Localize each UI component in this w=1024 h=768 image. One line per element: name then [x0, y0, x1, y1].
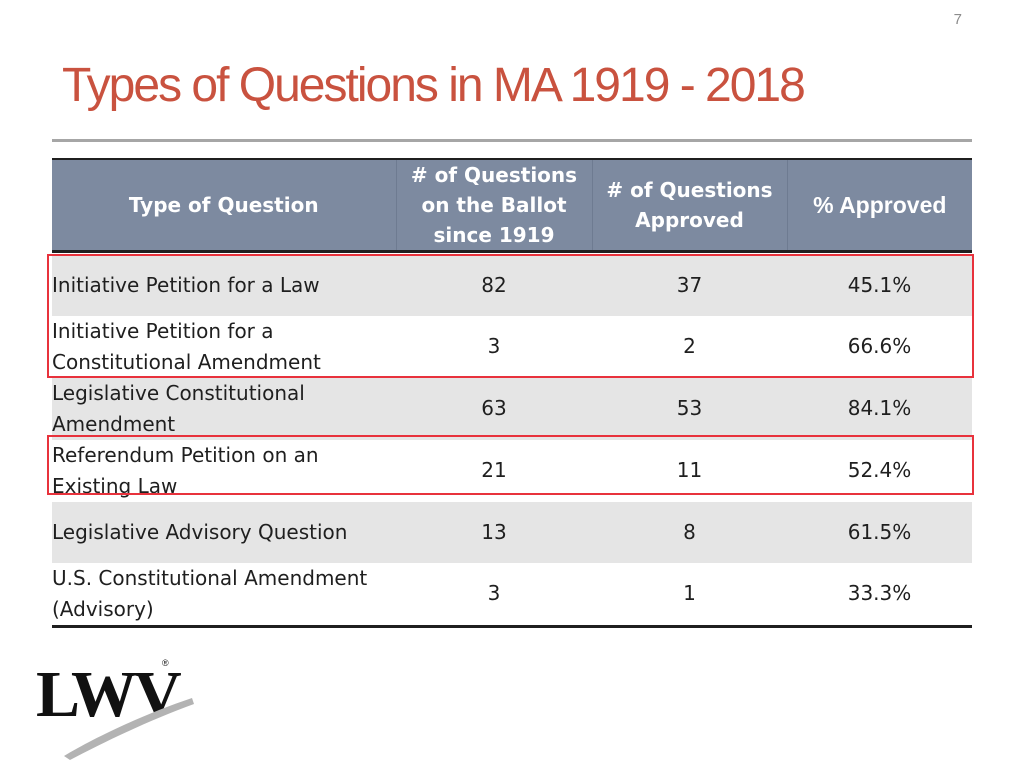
cell-percent: 45.1%	[847, 272, 912, 297]
cell-type: Initiative Petition for a Law	[52, 272, 320, 297]
cell-approved: 53	[676, 396, 703, 420]
lwv-logo: LWV ®	[36, 658, 194, 760]
table-row: Initiative Petition for a Constitutional…	[52, 315, 972, 378]
cell-percent: 52.4%	[847, 458, 912, 482]
header-approved: # of Questions Approved	[592, 159, 788, 252]
table-row: U.S. Constitutional Amendment (Advisory)…	[52, 562, 972, 628]
table-header-row: Type of Question # of Questions on the B…	[52, 159, 972, 252]
cell-on-ballot: 21	[481, 458, 507, 482]
cell-percent: 33.3%	[787, 562, 972, 628]
table-row: Legislative Constitutional Amendment 63 …	[52, 377, 972, 440]
header-type-of-question: Type of Question	[52, 159, 397, 252]
table-row: Referendum Petition on an Existing Law 2…	[52, 439, 972, 502]
cell-on-ballot: 3	[487, 334, 501, 358]
header-on-ballot: # of Questions on the Ballot since 1919	[396, 159, 593, 252]
table-row: Legislative Advisory Question 13 8 61.5%	[52, 501, 972, 563]
questions-table-container: Type of Question # of Questions on the B…	[52, 158, 972, 628]
cell-percent: 66.6%	[847, 334, 912, 358]
cell-approved: 1	[592, 562, 787, 628]
cell-approved: 11	[676, 458, 703, 482]
cell-on-ballot: 63	[481, 396, 507, 420]
cell-approved: 2	[683, 334, 696, 358]
cell-type: Legislative Advisory Question	[52, 519, 348, 544]
cell-on-ballot: 13	[481, 519, 507, 544]
title-divider	[52, 139, 972, 142]
questions-table: Type of Question # of Questions on the B…	[52, 158, 972, 628]
cell-percent: 61.5%	[847, 519, 912, 544]
cell-percent: 84.1%	[847, 396, 912, 420]
cell-on-ballot: 3	[396, 562, 592, 628]
cell-approved: 37	[676, 272, 703, 297]
cell-type: Initiative Petition for a Constitutional…	[52, 318, 321, 374]
cell-on-ballot: 82	[481, 272, 507, 297]
logo-wordmark: LWV	[36, 658, 181, 731]
header-percent-approved: % Approved	[787, 159, 972, 252]
slide-title: Types of Questions in MA 1919 - 2018	[62, 59, 806, 112]
table-spacer	[52, 251, 972, 255]
logo-registered-mark: ®	[162, 658, 169, 668]
cell-type: U.S. Constitutional Amendment (Advisory)	[52, 562, 396, 628]
logo-swoosh	[64, 698, 194, 760]
cell-approved: 8	[683, 519, 696, 544]
table-row: Initiative Petition for a Law 82 37 45.1…	[52, 254, 972, 316]
page-number: 7	[953, 11, 962, 28]
cell-type: Referendum Petition on an Existing Law	[52, 442, 319, 498]
cell-type: Legislative Constitutional Amendment	[52, 380, 305, 436]
